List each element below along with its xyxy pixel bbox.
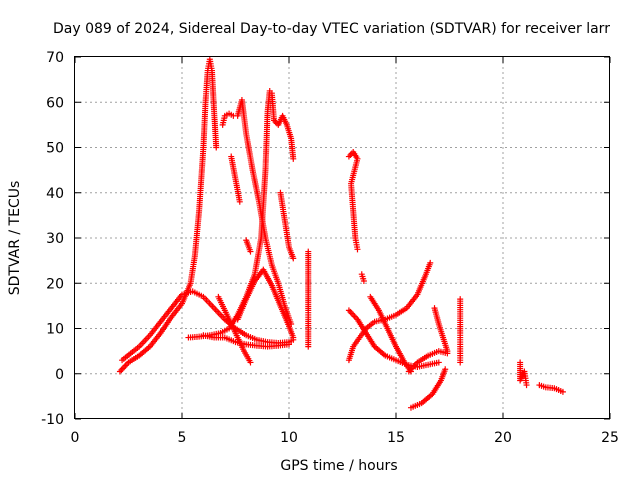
arc-1-point — [213, 144, 220, 151]
arc-13-point — [305, 343, 312, 350]
y-axis-title: SDTVAR / TECUs — [7, 181, 23, 296]
arc-9-point — [290, 334, 297, 341]
x-tick-label: 15 — [387, 430, 405, 446]
x-tick-label: 0 — [71, 430, 80, 446]
arc-19-point — [442, 366, 449, 373]
x-axis-title: GPS time / hours — [280, 458, 397, 474]
x-tick-label: 25 — [601, 430, 619, 446]
x-tick-label: 5 — [178, 430, 187, 446]
y-tick-label: 0 — [55, 367, 64, 383]
arc-22-point — [457, 359, 464, 366]
arc-12-point — [290, 255, 297, 262]
x-tick-label: 10 — [280, 430, 298, 446]
y-tick-label: -10 — [41, 412, 64, 428]
y-tick-label: 40 — [46, 186, 64, 202]
y-tick-label: 20 — [46, 276, 64, 292]
arc-23-point — [523, 382, 530, 389]
y-tick-label: 70 — [46, 50, 64, 66]
arc-21-point — [444, 348, 451, 355]
arc-7-point — [236, 198, 243, 205]
y-tick-label: 10 — [46, 322, 64, 338]
arc-10-point — [247, 248, 254, 255]
arc-24-point — [559, 388, 566, 395]
axis-ticks: 0 5 10 15 20 25 -10 0 10 20 30 40 50 60 70 — [41, 50, 619, 446]
arc-4-point — [286, 341, 292, 348]
chart-title: Day 089 of 2024, Sidereal Day-to-day VTE… — [53, 21, 610, 37]
arc-14-point — [354, 246, 361, 253]
plot-frame — [74, 56, 610, 419]
arc-16-point — [435, 359, 442, 366]
grid-lines — [75, 57, 610, 419]
arc-11-point — [290, 155, 297, 162]
y-tick-label: 30 — [46, 231, 64, 247]
y-tick-label: 60 — [46, 95, 64, 111]
y-tick-label: 50 — [46, 141, 64, 157]
arc-5-point — [247, 359, 254, 366]
arc-15-point — [360, 277, 367, 284]
x-tick-label: 20 — [494, 430, 512, 446]
arc-17-point — [427, 259, 434, 266]
data-points — [116, 56, 566, 411]
